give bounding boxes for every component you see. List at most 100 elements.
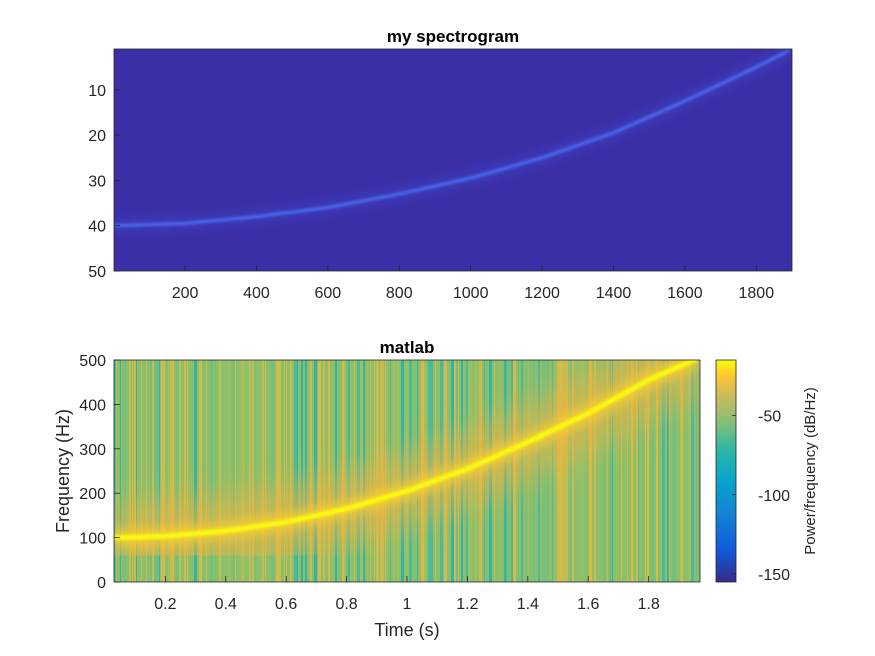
colorbar-tick-label: -50 [758, 409, 781, 426]
bottom-time-slice [616, 360, 617, 582]
top-x-tick-label: 200 [172, 285, 199, 302]
bottom-time-slice [241, 360, 244, 582]
bottom-time-slice [271, 360, 274, 582]
bottom-time-slice [586, 360, 587, 582]
bottom-time-slice [612, 360, 613, 582]
bottom-plot-x-label: Time (s) [374, 620, 439, 640]
bottom-time-slice [346, 360, 348, 582]
bottom-y-tick-label: 200 [79, 486, 106, 503]
bottom-time-slice [233, 360, 236, 582]
colorbar-tick-label: -100 [758, 488, 790, 505]
bottom-time-slice [344, 360, 347, 582]
top-x-tick-label: 1600 [667, 285, 703, 302]
top-x-tick-label: 800 [386, 285, 413, 302]
bottom-time-slice [667, 360, 670, 582]
bottom-time-slice [255, 360, 256, 582]
top-x-tick-label: 1200 [524, 285, 560, 302]
bottom-time-slice [247, 360, 250, 582]
bottom-time-slice [631, 360, 634, 582]
top-y-tick-label: 40 [88, 219, 106, 236]
bottom-time-slice [636, 360, 639, 582]
bottom-x-tick-label: 0.6 [275, 596, 297, 613]
top-plot-frame [113, 48, 793, 272]
bottom-time-slice [159, 360, 160, 582]
bottom-time-slice [647, 360, 649, 582]
bottom-time-slice [610, 360, 611, 582]
top-plot: my spectrogram 200 400 600 800 1000 1200 1400 1… [88, 27, 793, 302]
bottom-x-tick-label: 1.4 [517, 596, 539, 613]
bottom-time-slice [339, 360, 340, 582]
bottom-time-slice [581, 360, 584, 582]
bottom-time-slice [314, 360, 317, 582]
bottom-time-slice [276, 360, 279, 582]
bottom-time-slice [651, 360, 654, 582]
bottom-time-slice [290, 360, 292, 582]
bottom-time-slice [318, 360, 321, 582]
bottom-time-slice [224, 360, 226, 582]
bottom-time-slice [625, 360, 627, 582]
bottom-time-slice [688, 360, 691, 582]
bottom-time-slice [627, 360, 628, 582]
bottom-time-slice [696, 360, 698, 582]
bottom-time-slice [235, 360, 236, 582]
bottom-time-slice [243, 360, 244, 582]
bottom-time-slice [146, 360, 147, 582]
bottom-time-slice [179, 360, 181, 582]
bottom-time-slice [141, 360, 142, 582]
bottom-y-tick-label: 500 [79, 353, 106, 370]
bottom-y-tick-label: 0 [97, 575, 106, 592]
top-plot-y-ticks: 10 20 30 40 50 [88, 83, 120, 281]
bottom-time-slice [134, 360, 136, 582]
bottom-time-slice [662, 360, 665, 582]
bottom-time-slice [310, 360, 312, 582]
top-y-tick-label: 20 [88, 128, 106, 145]
bottom-time-slice [284, 360, 285, 582]
bottom-time-slice [228, 360, 230, 582]
bottom-time-slice [348, 360, 351, 582]
bottom-time-slice [136, 360, 137, 582]
bottom-time-slice [187, 360, 188, 582]
bottom-y-tick-label: 300 [79, 442, 106, 459]
bottom-time-slice [301, 360, 303, 582]
bottom-x-tick-label: 1.8 [638, 596, 660, 613]
bottom-plot-x-ticks: 0.2 0.4 0.6 0.8 1 1.2 1.4 1.6 1.8 [154, 576, 660, 613]
bottom-time-slice [642, 360, 643, 582]
top-y-tick-label: 10 [88, 83, 106, 100]
bottom-x-tick-label: 0.8 [335, 596, 357, 613]
bottom-time-slice [552, 360, 553, 582]
bottom-time-slice [189, 360, 190, 582]
bottom-plot-marks [114, 360, 700, 582]
bottom-time-slice [194, 360, 197, 582]
bottom-time-slice [268, 360, 269, 582]
bottom-time-slice [691, 360, 694, 582]
bottom-time-slice [206, 360, 207, 582]
bottom-time-slice [607, 360, 608, 582]
bottom-y-tick-label: 400 [79, 397, 106, 414]
bottom-time-slice [603, 360, 605, 582]
top-plot-area [114, 49, 792, 271]
colorbar-gradient [715, 359, 737, 583]
bottom-x-tick-label: 1.2 [456, 596, 478, 613]
bottom-time-slice [172, 360, 174, 582]
colorbar-ticks: -50 -100 -150 [732, 409, 790, 584]
bottom-time-slice [286, 360, 287, 582]
bottom-time-slice [170, 360, 172, 582]
top-plot-marks [114, 49, 791, 231]
bottom-plot-title: matlab [380, 338, 435, 357]
bottom-time-slice [638, 360, 639, 582]
bottom-time-slice [150, 360, 153, 582]
bottom-time-slice [199, 360, 202, 582]
bottom-time-slice [163, 360, 165, 582]
top-y-tick-label: 30 [88, 173, 106, 190]
bottom-time-slice [633, 360, 634, 582]
top-y-tick-label: 50 [88, 264, 106, 281]
bottom-time-slice [161, 360, 164, 582]
bottom-x-tick-label: 0.2 [154, 596, 176, 613]
bottom-time-slice [621, 360, 622, 582]
top-plot-x-ticks: 200 400 600 800 1000 1200 1400 1600 1800 [172, 265, 774, 302]
colorbar: -50 -100 -150 Power/frequency (dB/Hz) [715, 359, 819, 584]
bottom-time-slice [579, 360, 582, 582]
bottom-time-slice [239, 360, 241, 582]
bottom-time-slice [683, 360, 684, 582]
top-plot-title: my spectrogram [387, 27, 519, 46]
